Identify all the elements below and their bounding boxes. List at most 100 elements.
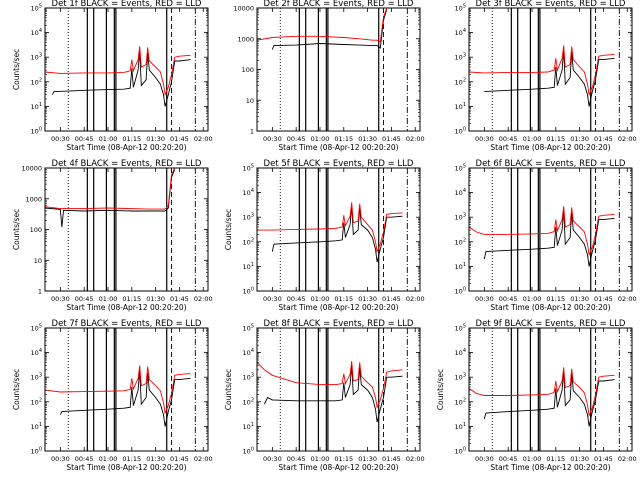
y-tick-label: 10000 <box>233 5 254 13</box>
x-tick-label: 00:30 <box>51 295 70 303</box>
plot-frame <box>256 327 421 452</box>
x-tick-label: 01:45 <box>594 295 613 303</box>
y-tick-label: 102 <box>243 397 254 406</box>
y-tick-label: 103 <box>31 373 42 382</box>
x-tick-label: 00:45 <box>287 135 306 143</box>
y-tick-label: 103 <box>243 373 254 382</box>
x-axis-label: Start Time (08-Apr-12 00:20:20) <box>66 303 186 312</box>
series-line-events <box>263 365 403 423</box>
x-tick-label: 00:45 <box>287 295 306 303</box>
x-tick-label: 02:00 <box>194 455 213 463</box>
series-line-lld <box>44 46 191 97</box>
plot-frame <box>44 327 209 452</box>
y-tick-label: 104 <box>243 188 254 197</box>
series-line-lld <box>256 7 388 43</box>
y-tick-label: 100 <box>31 127 42 136</box>
y-tick-label: 100 <box>242 66 254 74</box>
x-tick-label: 01:30 <box>570 135 589 143</box>
x-tick-label: 01:30 <box>146 135 165 143</box>
y-tick-label: 100 <box>455 127 466 136</box>
x-tick-label: 01:30 <box>146 295 165 303</box>
x-tick-label: 00:30 <box>475 135 494 143</box>
y-tick-label: 1000 <box>25 195 42 203</box>
chart-panel-6: Det 6f BLACK = Events, RED = LLD 100 101 10… <box>455 159 637 312</box>
x-tick-label: 00:45 <box>75 135 94 143</box>
y-tick-label: 101 <box>455 422 466 431</box>
x-tick-label: 01:00 <box>311 455 330 463</box>
y-tick-label: 103 <box>31 53 42 62</box>
x-tick-label: 01:30 <box>358 455 377 463</box>
chart-title: Det 5f BLACK = Events, RED = LLD <box>264 159 414 169</box>
x-tick-label: 01:30 <box>358 135 377 143</box>
x-axis-label: Start Time (08-Apr-12 00:20:20) <box>490 463 610 472</box>
y-tick-label: 100 <box>31 447 42 456</box>
y-tick-label: 102 <box>31 77 42 86</box>
y-axis-label: Counts/sec <box>224 369 233 410</box>
series-line-events <box>44 169 176 228</box>
x-tick-label: 02:00 <box>406 295 425 303</box>
x-tick-label: 01:15 <box>122 295 141 303</box>
y-tick-label: 101 <box>243 422 254 431</box>
x-tick-label: 01:45 <box>382 295 401 303</box>
y-tick-label: 100 <box>243 447 254 456</box>
x-tick-label: 02:00 <box>194 295 213 303</box>
y-tick-label: 10 <box>34 257 42 265</box>
x-tick-label: 01:00 <box>99 135 118 143</box>
chart-panel-3: Det 3f BLACK = Events, RED = LLD 100 101 10… <box>455 0 637 152</box>
x-tick-label: 01:15 <box>334 295 353 303</box>
y-tick-label: 1000 <box>237 35 254 43</box>
y-tick-label: 103 <box>455 213 466 222</box>
chart-panel-7: Det 7f BLACK = Events, RED = LLD 100 101 10… <box>12 319 213 472</box>
x-tick-label: 00:45 <box>75 455 94 463</box>
y-tick-label: 103 <box>455 373 466 382</box>
y-axis-label: Counts/sec <box>224 209 233 250</box>
chart-panel-5: Det 5f BLACK = Events, RED = LLD 100 101 10… <box>224 159 425 312</box>
y-tick-label: 102 <box>455 237 466 246</box>
series-line-lld <box>44 365 191 415</box>
y-tick-label: 100 <box>455 287 466 296</box>
x-tick-label: 01:00 <box>99 295 118 303</box>
x-tick-label: 00:30 <box>475 455 494 463</box>
series-line-lld <box>257 202 403 254</box>
y-tick-label: 100 <box>30 226 42 234</box>
x-tick-label: 01:00 <box>99 455 118 463</box>
y-tick-label: 102 <box>243 237 254 246</box>
chart-title: Det 8f BLACK = Events, RED = LLD <box>264 319 414 329</box>
plot-frame <box>256 167 421 292</box>
y-tick-label: 102 <box>455 397 466 406</box>
x-tick-label: 00:30 <box>263 135 282 143</box>
x-tick-label: 01:15 <box>546 135 565 143</box>
x-axis-label: Start Time (08-Apr-12 00:20:20) <box>66 143 186 152</box>
y-tick-label: 104 <box>31 28 42 37</box>
chart-title: Det 3f BLACK = Events, RED = LLD <box>476 0 626 9</box>
chart-title: Det 7f BLACK = Events, RED = LLD <box>52 319 202 329</box>
y-tick-label: 104 <box>455 348 466 357</box>
series-line-events <box>52 50 191 107</box>
y-axis-label: Counts/sec <box>12 49 21 90</box>
y-tick-label: 101 <box>243 262 254 271</box>
y-tick-label: 105 <box>31 324 42 333</box>
y-axis-label: Counts/sec <box>12 209 21 250</box>
x-tick-label: 00:45 <box>499 455 518 463</box>
y-tick-label: 101 <box>31 422 42 431</box>
x-tick-label: 01:00 <box>523 455 542 463</box>
x-tick-label: 01:15 <box>122 455 141 463</box>
y-tick-label: 102 <box>455 77 466 86</box>
x-tick-label: 01:30 <box>146 455 165 463</box>
plot-frame <box>468 167 633 292</box>
y-tick-label: 101 <box>31 102 42 111</box>
x-tick-label: 00:30 <box>263 455 282 463</box>
x-tick-label: 01:45 <box>170 455 189 463</box>
chart-panel-1: Det 1f BLACK = Events, RED = LLD 100 101 10… <box>12 0 213 152</box>
plot-frame <box>468 7 633 132</box>
x-tick-label: 00:30 <box>51 455 70 463</box>
y-tick-label: 105 <box>31 4 42 13</box>
x-tick-label: 00:30 <box>475 295 494 303</box>
x-tick-label: 01:15 <box>122 135 141 143</box>
y-tick-label: 102 <box>31 397 42 406</box>
x-tick-label: 00:45 <box>75 295 94 303</box>
x-tick-label: 01:45 <box>594 455 613 463</box>
x-tick-label: 01:45 <box>382 455 401 463</box>
y-tick-label: 1 <box>38 288 42 296</box>
chart-panel-2: Det 2f BLACK = Events, RED = LLD 1 10 100 10… <box>233 0 424 152</box>
